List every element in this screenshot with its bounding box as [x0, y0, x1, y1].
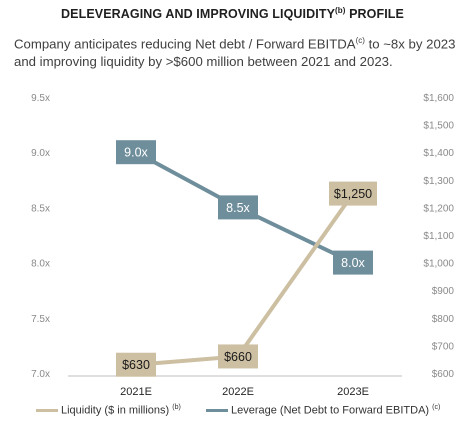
right-axis-tick: $1,500: [423, 121, 454, 132]
left-axis-tick: 9.0x: [31, 148, 50, 159]
legend-item-leverage: Leverage (Net Debt to Forward EBITDA) (c…: [206, 404, 440, 417]
right-axis-tick: $900: [432, 286, 455, 297]
data-label-leverage: 9.0x: [124, 146, 148, 160]
x-axis-tick: 2021E: [120, 386, 152, 398]
right-axis-tick: $1,200: [423, 203, 454, 214]
data-point-liquidity: [116, 352, 156, 377]
right-axis-tick: $1,300: [423, 176, 454, 187]
data-label-leverage: 8.0x: [341, 256, 365, 270]
chart-title: DELEVERAGING AND IMPROVING LIQUIDITY(b) …: [61, 6, 404, 22]
right-axis-tick: $600: [432, 369, 455, 380]
left-axis-tick: 8.5x: [31, 203, 50, 214]
data-label-liquidity: $660: [224, 350, 252, 364]
data-label-liquidity: $1,250: [334, 187, 372, 201]
legend-swatch-leverage: [206, 408, 228, 412]
left-axis-tick: 9.5x: [31, 93, 50, 104]
data-point-leverage: [116, 140, 156, 165]
right-axis-tick: $700: [432, 341, 455, 352]
legend-swatch-liquidity: [36, 408, 58, 412]
right-axis-tick: $1,600: [423, 93, 454, 104]
data-point-liquidity: [329, 181, 377, 206]
data-point-liquidity: [218, 344, 258, 369]
right-axis-tick: $1,000: [423, 259, 454, 270]
right-axis-tick: $1,100: [423, 231, 454, 242]
data-point-leverage: [333, 250, 373, 275]
data-point-leverage: [218, 195, 258, 220]
right-axis-tick: $1,400: [423, 148, 454, 159]
legend-label-liquidity: Liquidity ($ in millions) (b): [61, 404, 181, 417]
data-label-liquidity: $630: [122, 358, 150, 372]
x-axis-tick: 2023E: [337, 386, 369, 398]
left-axis-tick: 8.0x: [31, 259, 50, 270]
left-axis-tick: 7.0x: [31, 369, 50, 380]
data-label-leverage: 8.5x: [226, 201, 250, 215]
chart-subtitle: Company anticipates reducing Net debt / …: [14, 36, 456, 70]
right-axis-tick: $800: [432, 314, 455, 325]
legend-item-liquidity: Liquidity ($ in millions) (b): [36, 404, 181, 417]
left-axis-tick: 7.5x: [31, 314, 50, 325]
legend-label-leverage: Leverage (Net Debt to Forward EBITDA) (c…: [231, 404, 441, 417]
x-axis-tick: 2022E: [222, 386, 254, 398]
